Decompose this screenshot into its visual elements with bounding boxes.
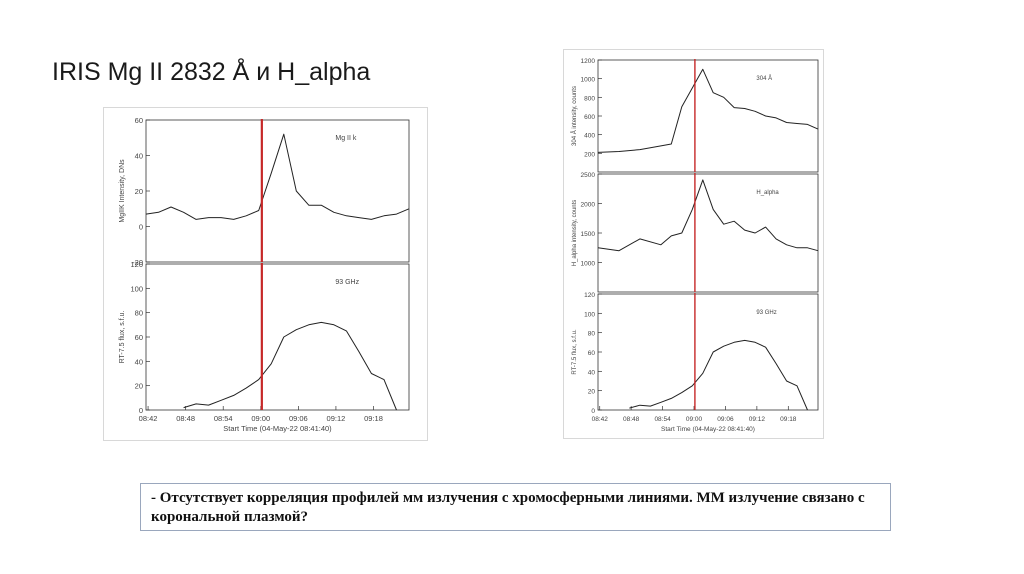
x-tick-label: 08:48 [623, 416, 640, 423]
y-tick-label: 60 [135, 116, 143, 125]
y-tick-label: 80 [588, 331, 596, 338]
y-tick-label: 60 [135, 333, 143, 342]
x-tick-label: 09:12 [327, 414, 346, 423]
x-tick-label: 09:18 [364, 414, 383, 423]
y-tick-label: 100 [584, 311, 595, 318]
series-line [597, 68, 819, 153]
right-figure: 200 400 600 800 1000 1200 304 Å intensity, cou… [563, 49, 824, 439]
left-figure-svg: -20 0 20 40 60 MgIIK Intensity, DNs Mg II k 0 20… [119, 116, 410, 433]
series-line [145, 133, 410, 220]
y-tick-label: 0 [139, 223, 143, 232]
x-tick-label: 08:42 [592, 416, 609, 423]
panel-label: H_alpha [756, 190, 779, 196]
plot-frame [597, 293, 819, 411]
y-tick-label: 1500 [581, 231, 596, 238]
x-tick-label: 08:54 [214, 414, 233, 423]
y-tick-label: 60 [588, 350, 596, 357]
slide-title: IRIS Mg II 2832 Å и H_alpha [52, 58, 371, 86]
y-axis-label: H_alpha intensity, counts [572, 200, 578, 267]
y-tick-label: 2500 [581, 172, 596, 179]
y-tick-label: 20 [135, 187, 143, 196]
x-tick-label: 09:06 [289, 414, 308, 423]
y-tick-label: 20 [588, 389, 596, 396]
x-tick-label: 09:00 [251, 414, 270, 423]
note-box: - Отсутствует корреляция профилей мм изл… [140, 483, 891, 531]
y-tick-label: 2000 [581, 202, 596, 209]
series-line [629, 339, 808, 411]
y-axis-label: RT-7.5 flux, s.f.u. [572, 329, 578, 375]
y-tick-label: -20 [132, 258, 143, 267]
x-axis-label: Start Time (04-May-22 08:41:40) [661, 426, 755, 433]
plot-frame [597, 59, 819, 173]
panel-label: Mg II k [335, 135, 357, 142]
y-tick-label: 20 [135, 382, 143, 391]
plot-frame [145, 119, 410, 263]
y-tick-label: 40 [135, 357, 143, 366]
y-tick-label: 600 [584, 114, 595, 121]
y-tick-label: 40 [135, 152, 143, 161]
x-tick-label: 09:18 [780, 416, 797, 423]
x-tick-label: 09:06 [717, 416, 734, 423]
y-axis-label: 304 Å intensity, counts [571, 86, 578, 146]
y-tick-label: 1000 [581, 77, 596, 84]
x-tick-label: 09:12 [749, 416, 766, 423]
y-tick-label: 800 [584, 95, 595, 102]
panel-label: 93 GHz [756, 310, 776, 316]
left-figure: -20 0 20 40 60 MgIIK Intensity, DNs Mg II k 0 20… [103, 107, 428, 441]
y-tick-label: 120 [584, 292, 595, 299]
panel-label: 93 GHz [335, 279, 359, 286]
x-tick-label: 08:42 [139, 414, 158, 423]
y-tick-label: 0 [139, 406, 143, 415]
series-line [183, 321, 397, 411]
plot-frame [145, 263, 410, 411]
y-tick-label: 40 [588, 369, 596, 376]
y-axis-label: RT-7.5 flux, s.f.u. [119, 311, 126, 364]
y-tick-label: 100 [130, 284, 143, 293]
series-line [597, 179, 819, 252]
x-tick-label: 08:54 [654, 416, 671, 423]
y-tick-label: 200 [584, 151, 595, 158]
y-axis-label: MgIIK Intensity, DNs [119, 159, 126, 223]
x-tick-label: 08:48 [176, 414, 195, 423]
y-tick-label: 80 [135, 309, 143, 318]
x-tick-label: 09:00 [686, 416, 703, 423]
panel-label: 304 Å [756, 75, 772, 82]
y-tick-label: 0 [591, 408, 595, 415]
plot-frame [597, 173, 819, 293]
x-axis-label: Start Time (04-May-22 08:41:40) [223, 424, 332, 433]
y-tick-label: 400 [584, 133, 595, 140]
y-tick-label: 1200 [581, 58, 596, 65]
y-tick-label: 120 [130, 260, 143, 269]
y-tick-label: 1000 [581, 261, 596, 268]
